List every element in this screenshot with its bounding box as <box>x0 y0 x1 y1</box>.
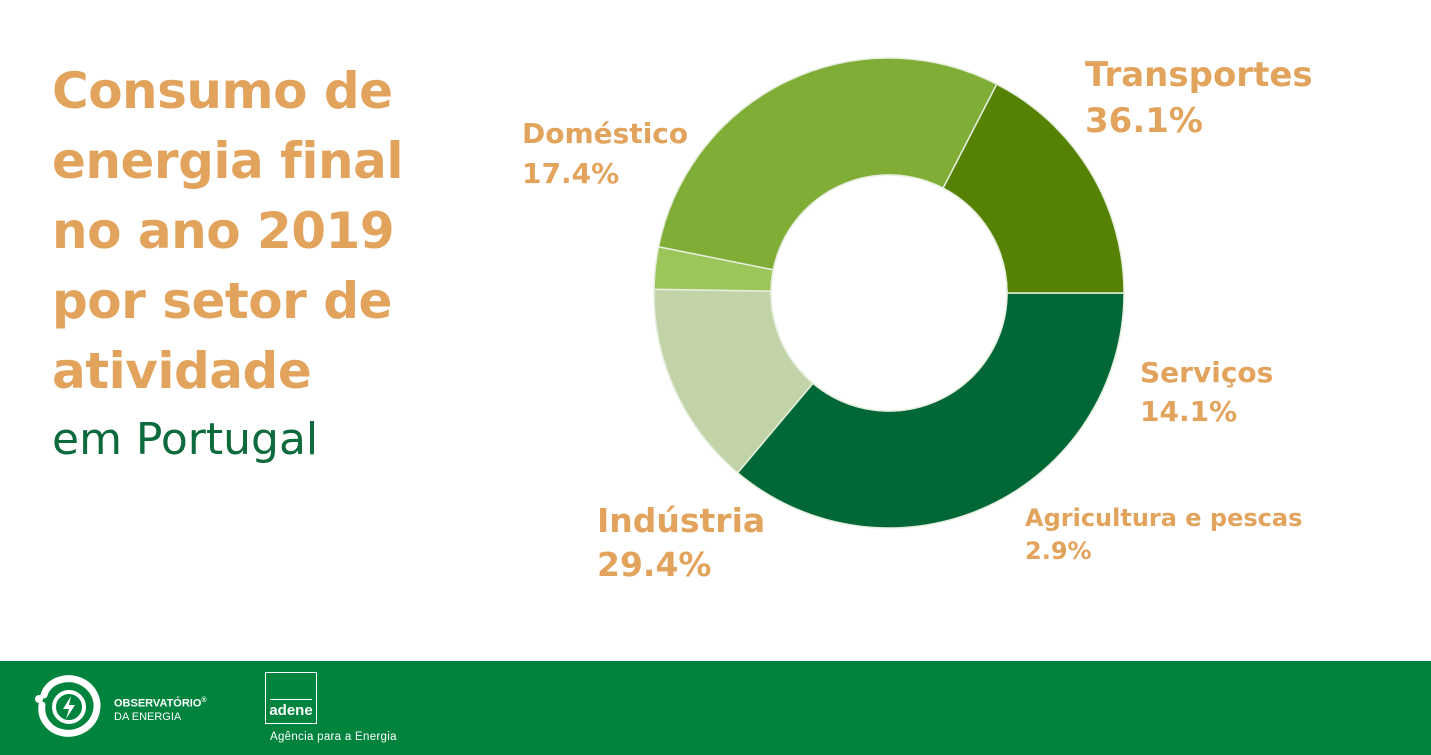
brand-line2: DA ENERGIA <box>114 710 182 723</box>
adene-logo: adene <box>265 672 317 724</box>
donut-chart: Transportes 36.1% Serviços 14.1% Agricultura… <box>522 55 1313 584</box>
title-line: por setor de <box>52 272 392 330</box>
value-label-transportes: 36.1% <box>1085 101 1203 141</box>
adene-logo-rule <box>270 699 312 700</box>
value-label-dom-stico: 17.4% <box>522 157 619 190</box>
title-line: atividade <box>52 342 312 400</box>
adene-tagline: Agência para a Energia <box>270 731 397 743</box>
category-label-dom-stico: Doméstico <box>522 117 688 150</box>
value-label-agricultura-e-pescas: 2.9% <box>1025 537 1092 565</box>
title-line: Consumo de <box>52 62 393 120</box>
title-line: energia final <box>52 132 404 190</box>
chart-title: Consumo de energia final no ano 2019 por… <box>52 56 472 406</box>
category-label-agricultura-e-pescas: Agricultura e pescas <box>1025 504 1302 532</box>
title-block: Consumo de energia final no ano 2019 por… <box>52 56 472 470</box>
donut-hole <box>770 174 1008 412</box>
adene-logo-word: adene <box>269 702 313 719</box>
observatorio-logo-icon <box>35 675 101 737</box>
value-label-servi-os: 14.1% <box>1140 395 1237 428</box>
category-label-ind-stria: Indústria <box>597 501 765 540</box>
category-label-transportes: Transportes <box>1085 55 1313 95</box>
registered-mark: ® <box>201 697 207 704</box>
footer-bar: OBSERVATÓRIO® DA ENERGIA adene Agência p… <box>0 661 1431 755</box>
title-line: no ano 2019 <box>52 202 395 260</box>
observatorio-brand: OBSERVATÓRIO® DA ENERGIA <box>114 694 207 724</box>
chart-subtitle: em Portugal <box>52 414 319 465</box>
value-label-ind-stria: 29.4% <box>597 545 712 584</box>
brand-line1: OBSERVATÓRIO <box>114 697 202 710</box>
category-label-servi-os: Serviços <box>1140 356 1273 389</box>
